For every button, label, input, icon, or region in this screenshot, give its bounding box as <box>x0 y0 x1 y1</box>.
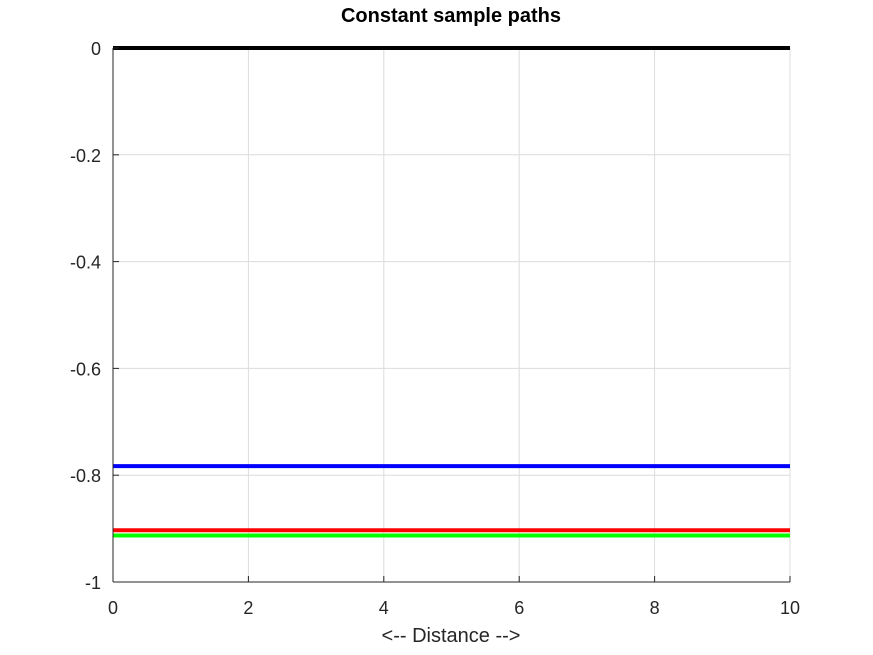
x-tick-label: 2 <box>243 598 253 618</box>
x-tick-label: 0 <box>108 598 118 618</box>
y-tick-label: -0.2 <box>70 146 101 166</box>
x-tick-label: 6 <box>514 598 524 618</box>
x-axis-label: <-- Distance --> <box>382 625 521 647</box>
y-tick-label: -0.8 <box>70 466 101 486</box>
x-tick-label: 4 <box>379 598 389 618</box>
x-tick-label: 10 <box>780 598 800 618</box>
plot-background <box>113 48 790 582</box>
axes <box>112 47 791 583</box>
y-tick-label: 0 <box>91 39 101 59</box>
chart-title: Constant sample paths <box>341 5 561 27</box>
y-tick-label: -0.4 <box>70 253 101 273</box>
y-tick-labels: 0 -0.2 -0.4 -0.6 -0.8 -1 <box>70 39 101 593</box>
series-layer <box>113 46 790 538</box>
y-tick-label: -0.6 <box>70 359 101 379</box>
x-tick-labels: 0 2 4 6 8 10 <box>108 598 800 618</box>
y-tick-label: -1 <box>85 573 101 593</box>
x-tick-label: 8 <box>650 598 660 618</box>
